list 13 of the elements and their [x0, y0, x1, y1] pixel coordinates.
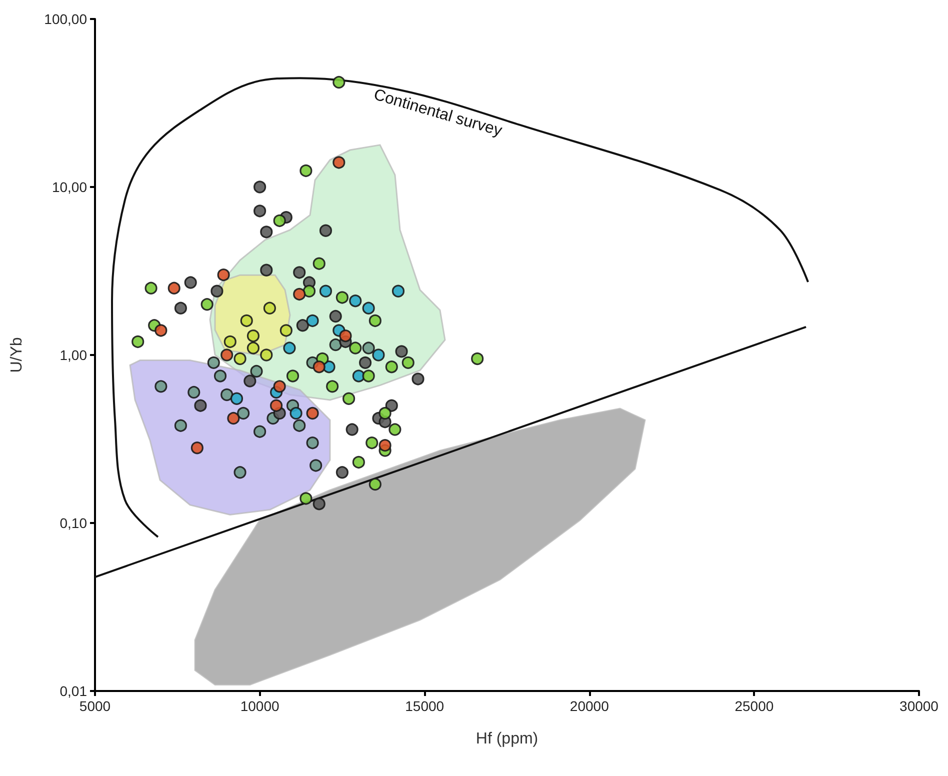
y-tick-label: 0,01 [60, 683, 88, 699]
x-tick-label: 25000 [734, 698, 774, 714]
y-axis-title: U/Yb [8, 337, 26, 373]
x-tick-label: 10000 [240, 698, 280, 714]
y-tick-label: 1,00 [60, 347, 88, 363]
x-tick-label: 20000 [570, 698, 610, 714]
y-tick-label: 10,00 [52, 179, 88, 195]
x-tick-label: 15000 [405, 698, 444, 714]
y-tick-label: 100,00 [44, 11, 88, 27]
x-tick-label: 5000 [79, 698, 111, 714]
x-tick-label: 30000 [900, 698, 939, 714]
y-tick-label: 0,10 [60, 515, 88, 531]
x-axis-title: Hf (ppm) [476, 730, 538, 748]
